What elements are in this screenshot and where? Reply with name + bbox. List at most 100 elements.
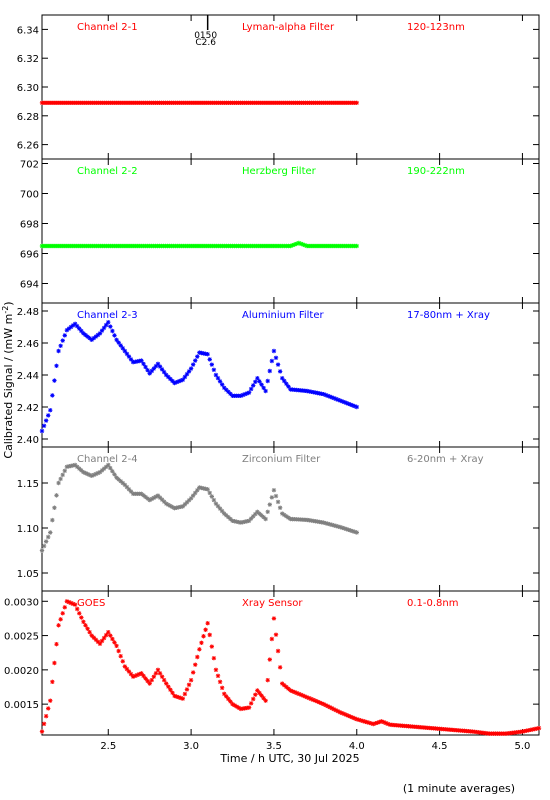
data-point	[68, 324, 74, 330]
data-point	[143, 494, 148, 500]
data-point	[54, 363, 59, 368]
y-tick-label: 698	[20, 220, 39, 231]
data-point	[321, 520, 326, 525]
data-point	[251, 696, 256, 702]
data-point	[277, 369, 283, 374]
data-point	[226, 389, 231, 394]
data-point	[87, 336, 92, 341]
data-point	[126, 487, 132, 492]
series-points	[39, 240, 359, 249]
data-point	[79, 328, 84, 334]
data-point	[327, 394, 333, 399]
data-point	[72, 462, 78, 468]
data-point	[195, 354, 200, 359]
data-point	[193, 490, 198, 496]
series-points	[39, 599, 542, 736]
data-point	[255, 688, 260, 693]
data-point	[280, 511, 285, 516]
data-point	[52, 378, 57, 383]
data-point	[325, 704, 330, 709]
data-point	[137, 671, 142, 677]
data-point	[325, 521, 330, 526]
y-tick-label: 6.28	[17, 112, 39, 123]
data-point	[149, 677, 154, 683]
data-point	[60, 338, 65, 343]
data-point	[207, 632, 212, 638]
data-point	[143, 676, 148, 681]
data-point	[298, 692, 304, 697]
data-point	[186, 682, 192, 687]
data-point	[209, 494, 215, 499]
y-tick-label: 2.42	[17, 403, 39, 414]
data-point	[186, 369, 192, 374]
data-point	[93, 334, 99, 339]
data-point	[271, 348, 277, 354]
data-point	[226, 515, 231, 520]
data-point	[228, 699, 233, 704]
data-point	[263, 698, 268, 703]
event-class-label: C2.6	[195, 38, 216, 48]
data-point	[39, 548, 45, 553]
data-point	[333, 396, 339, 402]
data-point	[257, 511, 262, 516]
data-point	[323, 520, 328, 526]
x-tick-label: 5.0	[514, 741, 530, 752]
data-point	[195, 654, 200, 660]
data-point	[282, 683, 287, 688]
data-point	[118, 343, 123, 348]
data-point	[56, 480, 61, 486]
x-tick-label: 2.5	[100, 741, 116, 752]
data-point	[176, 695, 181, 700]
data-point	[269, 358, 275, 364]
data-point	[199, 640, 204, 645]
event-time-label: 0150	[194, 31, 217, 41]
y-axis-label: Calibrated Signal / (mW m-2)	[1, 301, 15, 458]
data-point	[352, 716, 357, 721]
data-point	[159, 674, 165, 679]
data-point	[373, 721, 378, 726]
data-point	[81, 331, 86, 336]
chart-panels: 6.26 6.28 6.30 6.32 6.34 Channel 2-1 Lyman-alp…	[4, 14, 542, 752]
data-point	[97, 470, 103, 475]
data-point	[60, 611, 65, 616]
data-point	[203, 627, 208, 632]
data-point	[323, 392, 328, 398]
data-point	[68, 600, 74, 606]
data-point	[335, 524, 341, 529]
data-point	[174, 694, 179, 699]
data-point	[213, 501, 219, 506]
data-point	[246, 705, 252, 710]
y-tick-label: 6.34	[17, 25, 39, 36]
data-point	[66, 599, 72, 605]
data-point	[190, 670, 196, 675]
data-point	[319, 701, 324, 706]
data-point	[284, 684, 289, 690]
data-point	[180, 504, 186, 509]
y-tick-label: 0.0020	[4, 666, 39, 677]
band-label: 190-222nm	[407, 166, 465, 177]
data-point	[56, 348, 61, 354]
data-point	[77, 326, 82, 331]
data-point	[103, 632, 109, 638]
data-point	[311, 697, 316, 703]
panel-1: 6.26 6.28 6.30 6.32 6.34 Channel 2-1 Lyman-alp…	[17, 14, 540, 160]
data-point	[360, 718, 366, 724]
data-point	[288, 243, 293, 249]
data-point	[329, 706, 335, 711]
data-point	[87, 472, 92, 478]
data-point	[306, 695, 312, 701]
channel-label: Channel 2-2	[77, 166, 138, 177]
data-point	[331, 396, 337, 401]
data-point	[327, 705, 333, 710]
data-point	[75, 324, 80, 329]
data-point	[190, 493, 196, 498]
data-point	[72, 321, 78, 326]
data-point	[172, 693, 177, 699]
panel-frame	[41, 158, 540, 304]
data-point	[261, 385, 266, 390]
y-tick-label: 0.0030	[4, 597, 39, 608]
data-point	[110, 636, 115, 642]
data-point	[116, 477, 121, 482]
data-point	[186, 498, 192, 503]
